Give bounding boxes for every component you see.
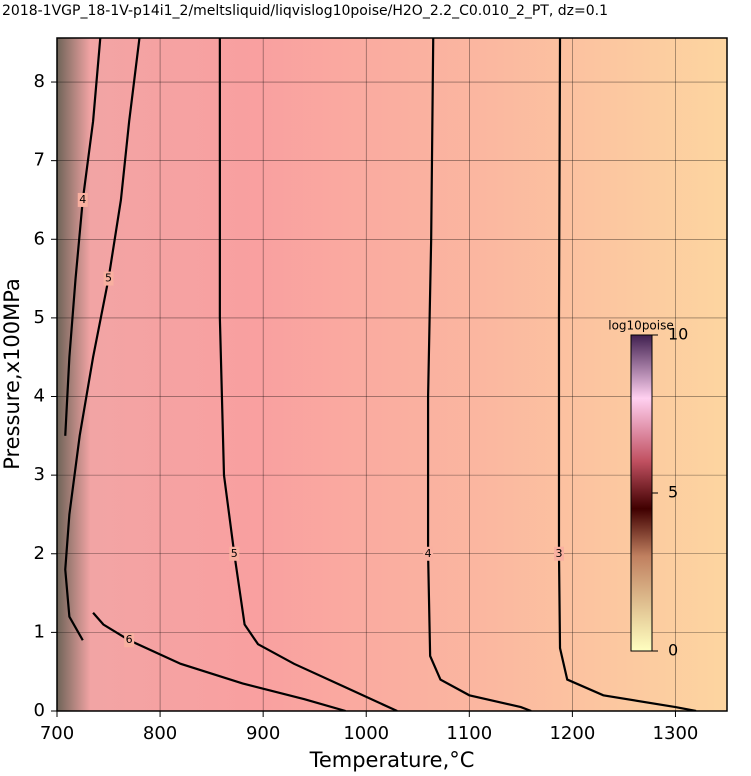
y-tick-label: 5 [34, 307, 45, 328]
x-tick-label: 900 [246, 723, 280, 744]
y-tick-label: 2 [34, 543, 45, 564]
y-tick-label: 8 [34, 71, 45, 92]
colorbar [630, 334, 653, 652]
plot-area: 3 4 5 5 6 4 [57, 38, 727, 711]
contour-label: 4 [79, 193, 86, 206]
contour-label-bg [229, 546, 240, 561]
contour-line [92, 611, 346, 711]
x-tick-label: 700 [40, 723, 74, 744]
colorbar-tick-label: 0 [668, 641, 678, 660]
contour-label-bg [103, 271, 114, 286]
y-tick-label: 1 [34, 621, 45, 642]
y-axis-label: Pressure,x100MPa [0, 278, 24, 470]
y-tick-label: 7 [34, 150, 45, 171]
y-tick-label: 6 [34, 228, 45, 249]
x-tick-label: 800 [143, 723, 177, 744]
contour-label-bg [124, 633, 135, 648]
contour-label: 5 [105, 272, 112, 285]
contour-label: 5 [231, 547, 238, 560]
contour-label: 4 [425, 547, 432, 560]
x-tick-label: 1200 [549, 723, 595, 744]
colorbar-tick-label: 10 [668, 325, 688, 344]
y-tick-label: 4 [34, 386, 45, 407]
colorbar-label: log10poise [608, 319, 674, 333]
contour-line [64, 38, 102, 436]
contour-label-bg [553, 546, 564, 561]
x-tick-label: 1300 [653, 723, 699, 744]
x-tick-label: 1000 [343, 723, 389, 744]
plot-frame [56, 37, 728, 712]
contour-label: 6 [126, 633, 133, 646]
contour-line [218, 38, 398, 711]
y-tick-label: 3 [34, 464, 45, 485]
x-tick-label: 1100 [446, 723, 492, 744]
x-axis-label: Temperature,°C [309, 748, 475, 772]
contour-line [426, 38, 532, 711]
colorbar-tick-label: 5 [668, 483, 678, 502]
plot-background [57, 38, 727, 711]
y-tick-label: 0 [34, 700, 45, 721]
contour-label-bg [423, 546, 434, 561]
contour-label-bg [77, 192, 88, 207]
contour-line [64, 38, 141, 641]
contour-label: 3 [555, 547, 562, 560]
chart-title: 2018-1VGP_18-1V-p14i1_2/meltsliquid/liqv… [2, 3, 608, 19]
contour-line [557, 38, 697, 711]
